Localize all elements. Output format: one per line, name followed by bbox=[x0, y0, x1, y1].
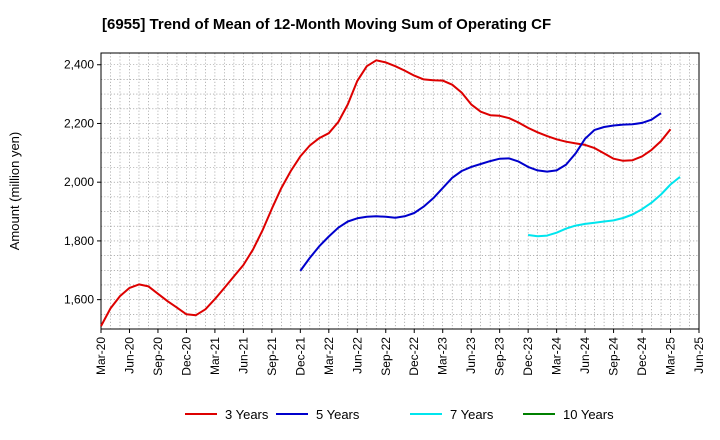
legend: 3 Years 5 Years 7 Years 10 Years bbox=[185, 407, 614, 422]
x-tick-label: Dec-20 bbox=[179, 337, 193, 376]
x-axis-ticks: Mar-20 Jun-20 Sep-20 Dec-20 Mar-21 Jun-21 Sep-… bbox=[94, 329, 706, 376]
x-tick-label: Mar-23 bbox=[436, 337, 450, 375]
plot-frame bbox=[100, 52, 700, 330]
x-tick-label: Jun-23 bbox=[464, 337, 478, 374]
grid bbox=[101, 53, 699, 329]
legend-label-7-years: 7 Years bbox=[450, 407, 494, 422]
y-tick-label: 2,400 bbox=[64, 58, 94, 72]
x-tick-label: Sep-20 bbox=[151, 337, 165, 376]
x-tick-label: Mar-21 bbox=[208, 337, 222, 375]
x-tick-label: Sep-24 bbox=[607, 337, 621, 376]
x-tick-label: Dec-23 bbox=[521, 337, 535, 376]
x-tick-label: Jun-25 bbox=[692, 337, 706, 374]
x-tick-label: Mar-25 bbox=[664, 337, 678, 375]
series-line-7-years bbox=[527, 176, 681, 238]
y-tick-label: 2,000 bbox=[64, 175, 94, 189]
x-tick-label: Dec-21 bbox=[293, 337, 307, 376]
legend-label-5-years: 5 Years bbox=[316, 407, 360, 422]
y-tick-label: 2,200 bbox=[64, 116, 94, 130]
x-tick-label: Mar-22 bbox=[322, 337, 336, 375]
y-axis-ticks: 1,600 1,800 2,000 2,200 2,400 bbox=[64, 58, 101, 307]
series-lines bbox=[100, 59, 681, 327]
y-tick-label: 1,600 bbox=[64, 293, 94, 307]
y-axis-label: Amount (million yen) bbox=[7, 132, 22, 251]
x-tick-label: Jun-22 bbox=[350, 337, 364, 374]
series-line-5-years bbox=[299, 112, 662, 272]
x-tick-label: Sep-23 bbox=[493, 337, 507, 376]
x-tick-label: Dec-24 bbox=[635, 337, 649, 376]
legend-label-3-years: 3 Years bbox=[225, 407, 269, 422]
x-tick-label: Sep-21 bbox=[265, 337, 279, 376]
x-tick-label: Mar-24 bbox=[550, 337, 564, 375]
legend-label-10-years: 10 Years bbox=[563, 407, 614, 422]
x-tick-label: Sep-22 bbox=[379, 337, 393, 376]
x-tick-label: Dec-22 bbox=[407, 337, 421, 376]
x-tick-label: Jun-20 bbox=[122, 337, 136, 374]
x-tick-label: Jun-24 bbox=[578, 337, 592, 374]
series-line-3-years bbox=[100, 59, 672, 327]
x-tick-label: Jun-21 bbox=[236, 337, 250, 374]
chart-title: [6955] Trend of Mean of 12-Month Moving … bbox=[102, 16, 551, 33]
x-tick-label: Mar-20 bbox=[94, 337, 108, 375]
y-tick-label: 1,800 bbox=[64, 234, 94, 248]
